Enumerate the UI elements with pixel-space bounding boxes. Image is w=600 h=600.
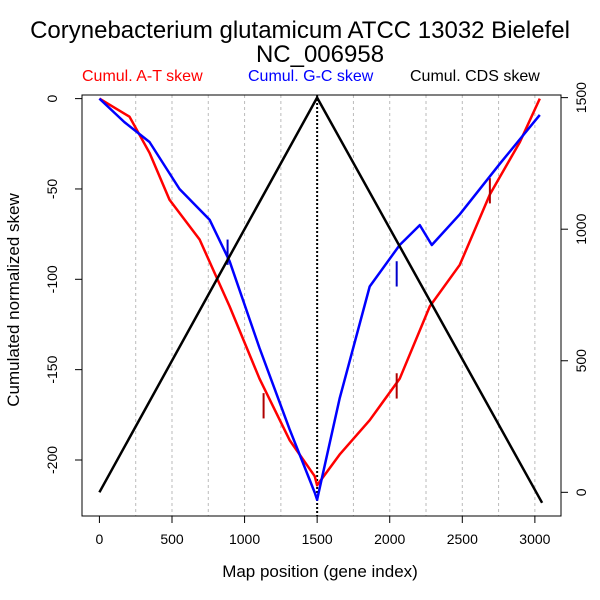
gc-skew-line	[98, 97, 541, 501]
x-tick-label: 2000	[374, 531, 405, 547]
y-tick-label: -200	[44, 446, 60, 474]
x-tick-label: 500	[160, 531, 184, 547]
y2-tick-label: 1500	[573, 82, 589, 113]
y-axis-label: Cumulated normalized skew	[4, 193, 23, 407]
cds-skew-line	[98, 96, 544, 504]
x-tick-label: 1000	[229, 531, 260, 547]
y-tick-label: -50	[44, 179, 60, 199]
plot-frame	[81, 94, 562, 517]
chart-title: Corynebacterium glutamicum ATCC 13032 Bi…	[30, 17, 570, 44]
y-tick-label: -100	[44, 265, 60, 293]
legend-cds-skew: Cumul. CDS skew	[410, 68, 540, 85]
x-tick-label: 0	[96, 531, 104, 547]
x-tick-label: 2500	[447, 531, 478, 547]
chart-subtitle: NC_006958	[256, 41, 384, 68]
x-tick-label: 3000	[519, 531, 550, 547]
y-tick-label: 0	[44, 95, 60, 103]
y2-tick-label: 500	[573, 349, 589, 373]
y-tick-label: -150	[44, 355, 60, 383]
y2-tick-label: 1000	[573, 213, 589, 244]
y2-tick-label: 0	[573, 488, 589, 496]
legend-gc-skew: Cumul. G-C skew	[248, 68, 374, 85]
x-tick-label: 1500	[302, 531, 333, 547]
x-axis-label: Map position (gene index)	[222, 562, 418, 581]
legend-at-skew: Cumul. A-T skew	[82, 68, 203, 85]
plot-area: 0 500 1000 1500 2000 2500 3000 0 -50 -100 -150 -200…	[44, 82, 589, 547]
at-skew-line	[98, 97, 541, 487]
